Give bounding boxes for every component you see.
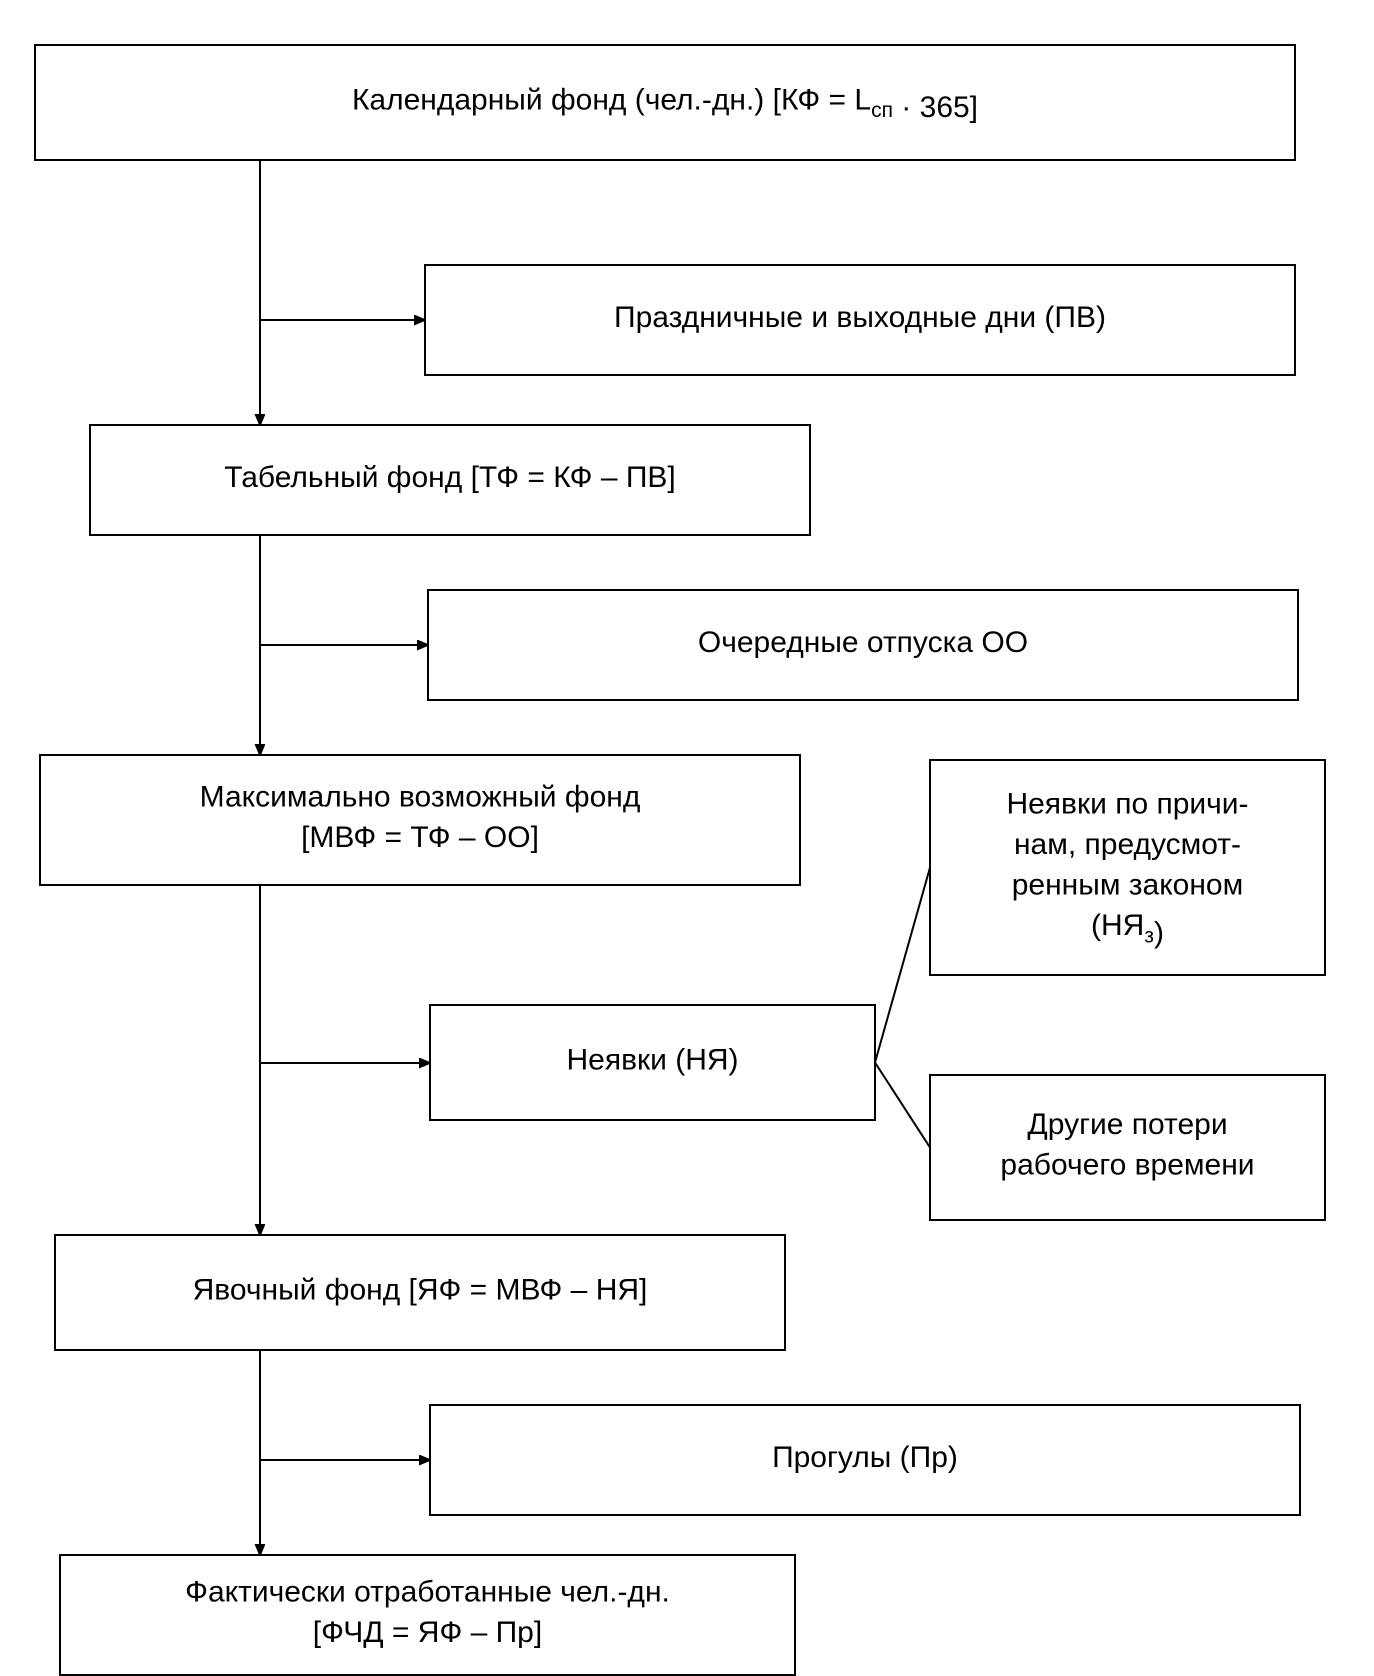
node-fchd: Фактически отработанные чел.-дн. [ФЧД = Я… [60,1555,795,1675]
node-pv-line-0: Праздничные и выходные дни (ПВ) [614,301,1106,334]
node-nya-line-0: Неявки (НЯ) [566,1043,738,1076]
node-oo-line-0: Очередные отпуска ОО [698,626,1028,659]
node-nya_z: Неявки по причи-нам, предусмот-ренным за… [930,760,1325,975]
flowchart: Календарный фонд (чел.-дн.) [КФ = Lсп · … [0,0,1374,1676]
node-nya_z-line-1: нам, предусмот- [1014,828,1241,861]
node-mvf-line-0: Максимально возможный фонд [200,781,641,814]
node-nya_z-line-2: ренным законом [1012,869,1244,902]
node-pr-line-0: Прогулы (Пр) [772,1441,958,1474]
node-yaf-line-0: Явочный фонд [ЯФ = МВФ – НЯ] [193,1273,648,1306]
node-oo: Очередные отпуска ОО [428,590,1298,700]
brace-top [875,868,930,1063]
node-mvf-line-1: [МВФ = ТФ – ОО] [301,821,539,854]
node-dp-line-1: рабочего времени [1000,1149,1254,1182]
node-pv: Праздничные и выходные дни (ПВ) [425,265,1295,375]
node-mvf: Максимально возможный фонд [МВФ = ТФ – ОО… [40,755,800,885]
node-yaf: Явочный фонд [ЯФ = МВФ – НЯ] [55,1235,785,1350]
node-pr: Прогулы (Пр) [430,1405,1300,1515]
node-kf: Календарный фонд (чел.-дн.) [КФ = Lсп · … [35,45,1295,160]
node-dp-line-0: Другие потери [1027,1108,1227,1141]
node-nya: Неявки (НЯ) [430,1005,875,1120]
node-fchd-line-1: [ФЧД = ЯФ – Пр] [313,1616,542,1649]
node-fchd-line-0: Фактически отработанные чел.-дн. [185,1576,670,1609]
node-dp: Другие потери рабочего времени [930,1075,1325,1220]
node-tf-line-0: Табельный фонд [ТФ = КФ – ПВ] [224,461,676,494]
node-nya_z-line-0: Неявки по причи- [1006,788,1248,821]
brace-bot [875,1063,930,1148]
node-tf: Табельный фонд [ТФ = КФ – ПВ] [90,425,810,535]
